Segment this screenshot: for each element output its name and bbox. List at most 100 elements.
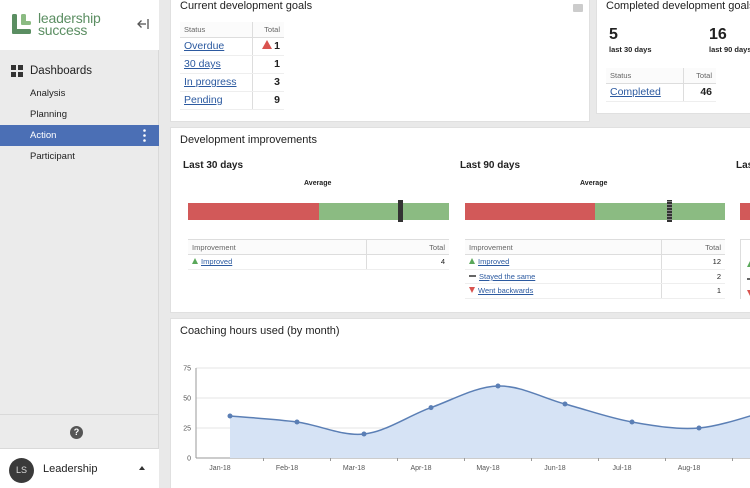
period-3-title: Las — [736, 160, 750, 171]
collapse-sidebar-icon[interactable] — [136, 16, 150, 32]
period-30-average-label: Average — [304, 180, 332, 187]
period-30-bad-bar — [188, 203, 319, 220]
x-tick-label: May-18 — [476, 465, 499, 472]
completed-goals-card: Completed development goals 5 last 30 da… — [596, 0, 750, 114]
logo: leadership success — [0, 0, 159, 50]
sidebar: leadership success Dashboards Analysis P… — [0, 0, 159, 488]
table-row: Pending 9 — [180, 91, 284, 110]
col-status: Status — [606, 68, 684, 84]
coaching-hours-title: Coaching hours used (by month) — [180, 325, 340, 337]
col-total: Total — [365, 239, 449, 255]
period-90-title: Last 90 days — [460, 160, 521, 171]
warning-icon — [262, 40, 273, 49]
nav-section-label: Dashboards — [30, 65, 93, 77]
data-point[interactable] — [361, 431, 367, 437]
period-3-table-stub — [740, 239, 750, 299]
period-3-bad-bar — [740, 203, 750, 220]
in-progress-link[interactable]: In progress — [184, 76, 237, 88]
nav-section: Dashboards Analysis Planning Action Part… — [0, 62, 159, 167]
data-point[interactable] — [227, 413, 233, 419]
current-goals-table: Status Total Overdue 1 30 days 1 In prog… — [180, 22, 284, 110]
completed-goals-table: Status Total Completed 46 — [606, 68, 716, 102]
completed-goals-title: Completed development goals — [606, 0, 750, 12]
sidebar-item-participant[interactable]: Participant — [0, 146, 159, 167]
sidebar-item-planning[interactable]: Planning — [0, 104, 159, 125]
sidebar-item-label: Analysis — [30, 88, 66, 99]
overdue-total: 1 — [274, 40, 280, 52]
table-row: 30 days 1 — [180, 55, 284, 74]
went-backwards-link[interactable]: Went backwards — [478, 286, 534, 296]
x-tick-label: Mar-18 — [343, 465, 365, 472]
data-point[interactable] — [294, 419, 300, 425]
user-menu[interactable]: LS Leadership — [0, 448, 159, 488]
period-90-good-bar — [595, 203, 725, 220]
x-tick-label: Apr-18 — [410, 465, 431, 472]
x-tick-label: Feb-18 — [276, 465, 298, 472]
improved-icon — [192, 258, 198, 265]
30-days-link[interactable]: 30 days — [184, 58, 221, 70]
table-row: Improved 12 — [465, 254, 725, 270]
pending-link[interactable]: Pending — [184, 94, 223, 106]
col-status: Status — [180, 22, 253, 38]
period-30-good-bar — [319, 203, 449, 220]
period-90-average-marker — [667, 200, 672, 222]
col-improvement: Improvement — [465, 239, 662, 255]
table-header-row: Improvement Total — [188, 239, 449, 255]
in-progress-total: 3 — [252, 73, 284, 92]
went-backwards-total: 1 — [660, 283, 725, 299]
data-point[interactable] — [495, 383, 501, 389]
table-row: Overdue 1 — [180, 37, 284, 56]
coaching-hours-chart: 0 25 50 75 Jan-18 Feb-18 Mar-18 Apr-18 May-18 Jun… — [183, 366, 750, 472]
logo-text-line1: leadership — [38, 10, 101, 26]
data-point[interactable] — [629, 419, 635, 425]
col-improvement: Improvement — [188, 239, 367, 255]
y-tick-label: 0 — [187, 456, 191, 463]
x-tick-label: Jun-18 — [544, 465, 566, 472]
nav-section-dashboards[interactable]: Dashboards — [0, 62, 159, 80]
completed-total: 46 — [683, 83, 716, 102]
completed-link[interactable]: Completed — [610, 86, 661, 98]
y-tick-label: 75 — [183, 366, 191, 373]
stayed-same-link[interactable]: Stayed the same — [479, 271, 536, 281]
area-fill — [230, 385, 750, 458]
sidebar-item-action[interactable]: Action — [0, 125, 159, 146]
help-icon[interactable]: ? — [70, 426, 83, 439]
same-icon — [747, 278, 750, 280]
table-row: Improved 4 — [188, 254, 449, 270]
avatar[interactable]: LS — [9, 458, 34, 483]
col-total: Total — [660, 239, 725, 255]
period-30-average-marker — [398, 200, 403, 222]
dev-improvements-card: Development improvements Last 30 days Av… — [170, 127, 750, 313]
period-30-table: Improvement Total Improved 4 — [188, 239, 449, 270]
more-options-icon[interactable] — [143, 129, 146, 142]
logo-text-line2: success — [38, 22, 88, 38]
table-row: Stayed the same 2 — [465, 269, 725, 284]
improved-total: 12 — [660, 254, 725, 270]
sidebar-item-label: Action — [30, 130, 57, 141]
data-point[interactable] — [696, 425, 702, 431]
data-point[interactable] — [428, 405, 434, 411]
user-name[interactable]: Leadership — [43, 463, 98, 475]
col-total: Total — [252, 22, 284, 38]
improved-link[interactable]: Improved — [478, 257, 510, 267]
table-header-row: Status Total — [606, 68, 716, 84]
sidebar-item-analysis[interactable]: Analysis — [0, 83, 159, 104]
y-tick-label: 25 — [183, 426, 191, 433]
data-point[interactable] — [562, 401, 568, 407]
dev-improvements-title: Development improvements — [180, 134, 317, 146]
improved-link[interactable]: Improved — [201, 257, 233, 267]
x-tick-label: Aug-18 — [678, 465, 701, 472]
improved-total: 4 — [365, 254, 449, 270]
improved-icon — [469, 258, 475, 265]
caret-up-icon[interactable] — [139, 466, 145, 470]
table-row: Went backwards 1 — [465, 283, 725, 299]
same-icon — [469, 274, 476, 277]
30-days-total: 1 — [252, 55, 284, 74]
went-backwards-icon — [747, 290, 750, 296]
x-tick-label: Jul-18 — [612, 465, 631, 472]
stat-30-days-label: last 30 days — [609, 45, 652, 54]
comment-icon[interactable] — [573, 4, 583, 12]
overdue-link[interactable]: Overdue — [184, 40, 225, 52]
sidebar-item-label: Planning — [30, 109, 67, 120]
logo-mark-icon — [12, 14, 31, 34]
